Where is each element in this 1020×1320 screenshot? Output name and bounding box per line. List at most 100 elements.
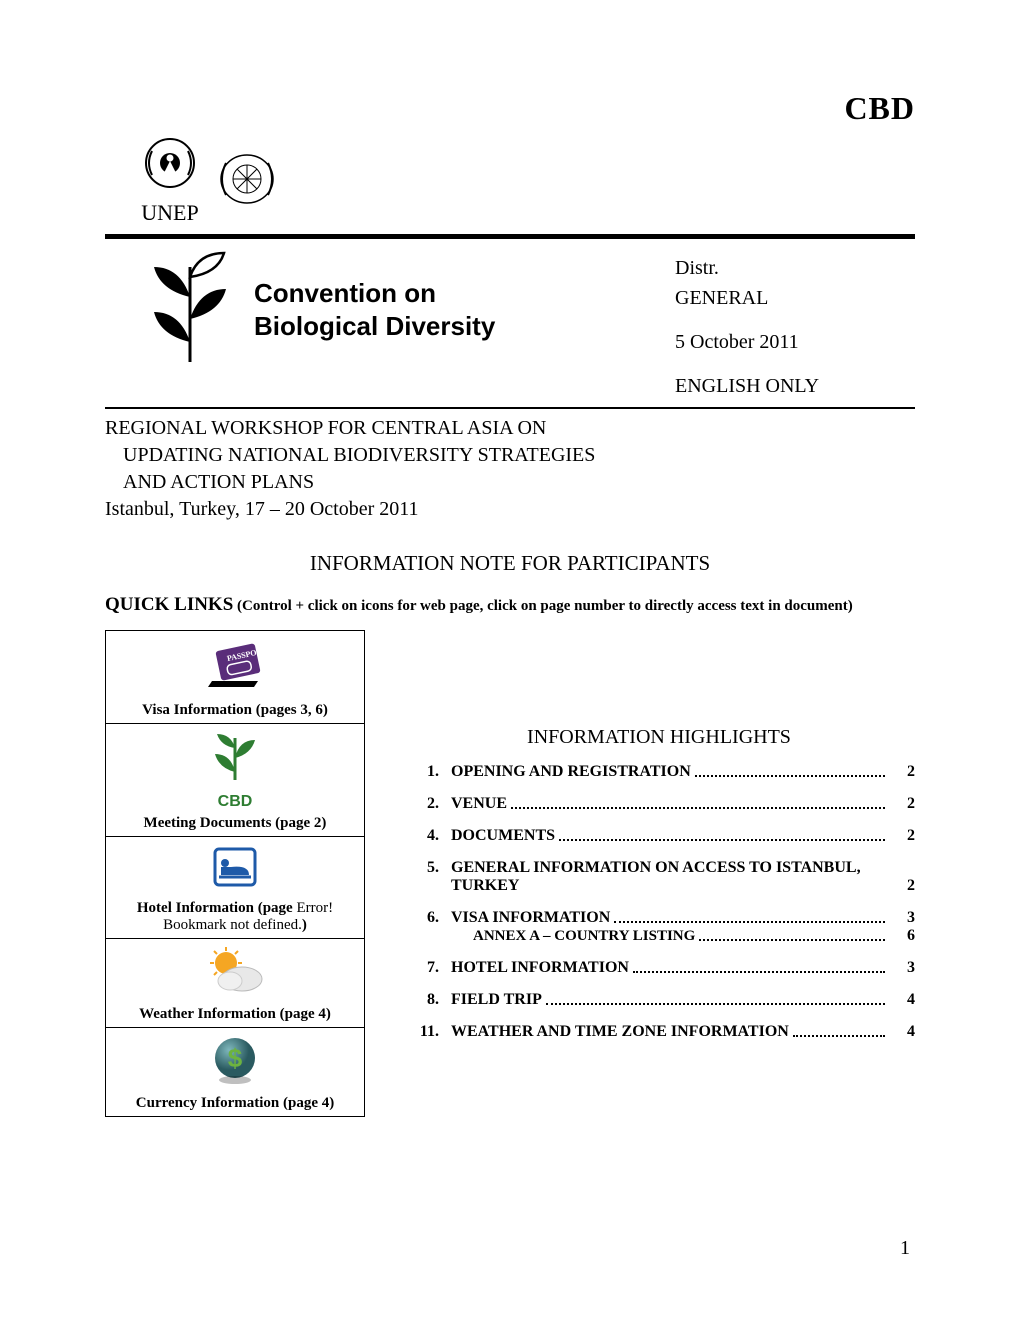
svg-text:$: $ xyxy=(228,1043,243,1073)
toc-num: 5. xyxy=(403,859,451,877)
toc-dots xyxy=(695,763,885,777)
quicklink-weather-caption: Weather Information (page 4) xyxy=(112,1006,358,1023)
document-page: CBD UNEP xyxy=(0,0,1020,1320)
cbd-small-label: CBD xyxy=(112,793,358,811)
toc-dots xyxy=(546,991,885,1005)
divider-mid xyxy=(105,407,915,409)
toc-container: 1.OPENING AND REGISTRATION22.VENUE24.DOC… xyxy=(403,763,915,1041)
banner-line2: Biological Diversity xyxy=(254,310,495,343)
quick-links-label: QUICK LINKS xyxy=(105,594,233,615)
toc-label: DOCUMENTS xyxy=(451,827,555,845)
distr-l2: GENERAL xyxy=(675,283,915,313)
toc-label-wrap: FIELD TRIP 4 xyxy=(451,991,915,1009)
workshop-l3: AND ACTION PLANS xyxy=(105,469,915,496)
logo-row: UNEP xyxy=(140,137,915,226)
cbd-heading: CBD xyxy=(105,90,915,127)
quicklink-hotel[interactable]: Hotel Information (page Error! Bookmark … xyxy=(106,837,364,939)
page-number: 1 xyxy=(900,1237,910,1260)
toc-row[interactable]: 8.FIELD TRIP 4 xyxy=(403,991,915,1009)
cbd-banner-row: Convention on Biological Diversity Distr… xyxy=(105,239,915,407)
toc-row[interactable]: 7.HOTEL INFORMATION 3 xyxy=(403,959,915,977)
toc-label: FIELD TRIP xyxy=(451,991,542,1009)
banner-line1: Convention on xyxy=(254,277,495,310)
toc-page[interactable]: 2 xyxy=(891,827,915,845)
quicklink-visa-caption: Visa Information (pages 3, 6) xyxy=(112,702,358,719)
toc-label: GENERAL INFORMATION ON ACCESS TO ISTANBU… xyxy=(451,859,881,895)
toc-page[interactable]: 3 xyxy=(891,909,915,927)
quick-links-table: PASSPORT Visa Information (pages 3, 6) xyxy=(105,630,365,1117)
un-logo-icon xyxy=(212,151,282,212)
passport-icon: PASSPORT xyxy=(200,637,270,698)
toc-num: 2. xyxy=(403,795,451,813)
quicklink-docs-caption: Meeting Documents (page 2) xyxy=(112,815,358,832)
quicklink-visa[interactable]: PASSPORT Visa Information (pages 3, 6) xyxy=(106,631,364,724)
highlights-block: INFORMATION HIGHLIGHTS 1.OPENING AND REG… xyxy=(403,630,915,1055)
unep-label: UNEP xyxy=(141,200,198,226)
quicklink-documents[interactable]: CBD Meeting Documents (page 2) xyxy=(106,724,364,837)
distribution-block: Distr. GENERAL 5 October 2011 ENGLISH ON… xyxy=(675,247,915,401)
toc-label-wrap: VENUE 2 xyxy=(451,795,915,813)
toc-label: WEATHER AND TIME ZONE INFORMATION xyxy=(451,1023,789,1041)
toc-dots xyxy=(633,959,885,973)
unep-logo-icon xyxy=(140,137,200,198)
cbd-small-icon xyxy=(205,730,265,793)
toc-row[interactable]: 11.WEATHER AND TIME ZONE INFORMATION 4 xyxy=(403,1023,915,1041)
toc-label-wrap: WEATHER AND TIME ZONE INFORMATION 4 xyxy=(451,1023,915,1041)
toc-row[interactable]: 5.GENERAL INFORMATION ON ACCESS TO ISTAN… xyxy=(403,859,915,895)
toc-dots xyxy=(559,827,885,841)
workshop-l2: UPDATING NATIONAL BIODIVERSITY STRATEGIE… xyxy=(105,442,915,469)
info-note-heading: INFORMATION NOTE FOR PARTICIPANTS xyxy=(105,551,915,576)
toc-label-wrap: HOTEL INFORMATION 3 xyxy=(451,959,915,977)
toc-num: 4. xyxy=(403,827,451,845)
cbd-banner-text: Convention on Biological Diversity xyxy=(254,277,495,342)
toc-sub-page[interactable]: 6 xyxy=(891,927,915,945)
workshop-l4: Istanbul, Turkey, 17 – 20 October 2011 xyxy=(105,496,915,523)
quick-links-line: QUICK LINKS (Control + click on icons fo… xyxy=(105,594,915,616)
toc-sub-label: ANNEX A – COUNTRY LISTING xyxy=(451,928,695,945)
distr-lang: ENGLISH ONLY xyxy=(675,371,915,401)
distr-l1: Distr. xyxy=(675,253,915,283)
toc-label: VISA INFORMATION xyxy=(451,909,610,927)
quicklink-weather[interactable]: Weather Information (page 4) xyxy=(106,939,364,1028)
toc-dots xyxy=(511,795,885,809)
toc-label-wrap: DOCUMENTS 2 xyxy=(451,827,915,845)
toc-dots xyxy=(614,909,885,923)
quicklink-currency[interactable]: $ Currency Information (page 4) xyxy=(106,1028,364,1116)
toc-label: VENUE xyxy=(451,795,507,813)
toc-label-wrap: VISA INFORMATION 3 ANNEX A – COUNTRY LISTI… xyxy=(451,909,915,945)
quick-links-hint: (Control + click on icons for web page, … xyxy=(233,598,852,614)
hotel-icon xyxy=(207,843,263,896)
currency-icon: $ xyxy=(207,1034,263,1091)
toc-num: 8. xyxy=(403,991,451,1009)
toc-row[interactable]: 4.DOCUMENTS 2 xyxy=(403,827,915,845)
toc-label-wrap: OPENING AND REGISTRATION 2 xyxy=(451,763,915,781)
toc-num: 7. xyxy=(403,959,451,977)
cbd-banner: Convention on Biological Diversity xyxy=(140,247,495,372)
toc-page[interactable]: 3 xyxy=(891,959,915,977)
toc-row[interactable]: 6.VISA INFORMATION 3 ANNEX A – COUNTRY LIS… xyxy=(403,909,915,945)
quicklink-hotel-caption: Hotel Information (page Error! Bookmark … xyxy=(112,900,358,934)
toc-page[interactable]: 4 xyxy=(891,1023,915,1041)
toc-label-wrap: GENERAL INFORMATION ON ACCESS TO ISTANBU… xyxy=(451,859,915,895)
unep-logo-block: UNEP xyxy=(140,137,200,226)
toc-row[interactable]: 1.OPENING AND REGISTRATION 2 xyxy=(403,763,915,781)
toc-num: 11. xyxy=(403,1023,451,1041)
toc-num: 6. xyxy=(403,909,451,927)
toc-dots xyxy=(793,1023,885,1037)
weather-icon xyxy=(202,945,268,1002)
quicklink-currency-caption: Currency Information (page 4) xyxy=(112,1095,358,1112)
toc-page[interactable]: 4 xyxy=(891,991,915,1009)
toc-label: OPENING AND REGISTRATION xyxy=(451,763,691,781)
toc-page[interactable]: 2 xyxy=(891,877,915,895)
distr-date: 5 October 2011 xyxy=(675,327,915,357)
toc-page[interactable]: 2 xyxy=(891,763,915,781)
toc-row[interactable]: 2.VENUE 2 xyxy=(403,795,915,813)
toc-page[interactable]: 2 xyxy=(891,795,915,813)
toc-label: HOTEL INFORMATION xyxy=(451,959,629,977)
toc-num: 1. xyxy=(403,763,451,781)
cbd-leaf-icon xyxy=(140,247,240,372)
highlights-title: INFORMATION HIGHLIGHTS xyxy=(403,726,915,749)
workshop-title: REGIONAL WORKSHOP FOR CENTRAL ASIA ON UP… xyxy=(105,415,915,523)
workshop-l1: REGIONAL WORKSHOP FOR CENTRAL ASIA ON xyxy=(105,415,915,442)
content-row: PASSPORT Visa Information (pages 3, 6) xyxy=(105,630,915,1117)
